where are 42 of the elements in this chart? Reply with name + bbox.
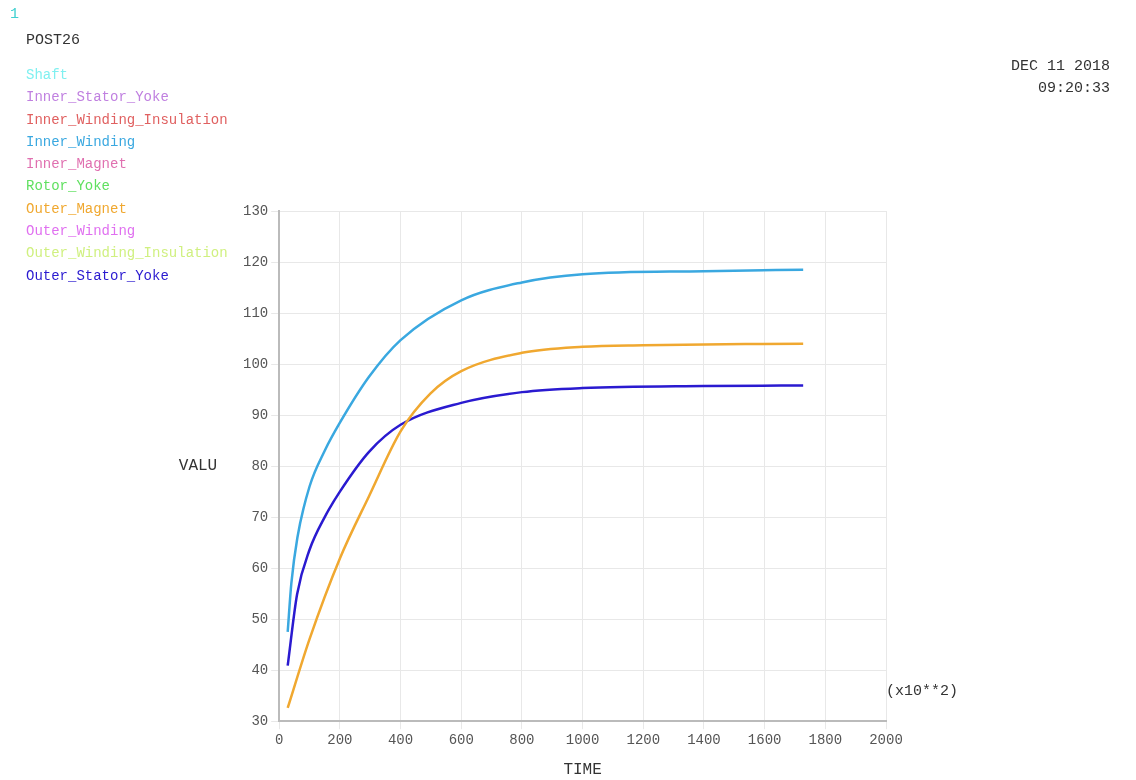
legend-label: Shaft (26, 66, 69, 85)
y-tick-label: 120 (242, 253, 269, 270)
x-tick-label: 600 (448, 732, 474, 749)
legend-label: Inner_Stator_Yoke (26, 88, 170, 108)
x-tick-label: 400 (387, 732, 414, 749)
legend-label: Inner_Magnet (26, 155, 128, 175)
text: 1 (10, 6, 20, 23)
text: Outer_Stator_Yoke (26, 266, 170, 286)
x-tick-label: 1600 (747, 732, 782, 749)
x-tick-label: 1000 (565, 732, 600, 749)
text: Inner_Winding (26, 132, 137, 152)
y-tick-label: 70 (251, 508, 269, 525)
y-tick-label: 30 (251, 712, 269, 729)
legend-label: Rotor_Yoke (26, 177, 111, 197)
annotation: (x10**2) (886, 683, 959, 700)
legend-label: Outer_Winding_Insulation (26, 244, 228, 264)
x-tick-label: 1800 (808, 732, 843, 749)
y-tick-label: 110 (242, 304, 269, 321)
x-tick-label: 1200 (626, 732, 661, 749)
x-tick-label: 2000 (869, 732, 903, 749)
text: 09:20:33 (1037, 80, 1110, 97)
y-axis-title: VALU (178, 457, 218, 476)
y-tick-label: 130 (242, 202, 269, 219)
line-series (286, 342, 805, 710)
x-tick-label: 0 (275, 732, 284, 749)
text: DEC 11 2018 (1010, 58, 1110, 75)
line-series (286, 268, 805, 634)
y-tick-label: 60 (251, 559, 269, 576)
x-tick-label: 200 (327, 732, 353, 749)
y-tick-label: 90 (251, 406, 269, 423)
legend-label: Inner_Winding_Insulation (26, 110, 228, 130)
y-tick-label: 40 (251, 661, 269, 678)
text: POST26 (26, 32, 81, 49)
y-tick-label: 50 (251, 610, 269, 627)
line-series (286, 384, 805, 667)
legend-label: Outer_Winding (26, 222, 137, 242)
x-axis-title: TIME (563, 761, 602, 780)
text: Outer_Magnet (26, 199, 128, 219)
y-tick-label: 80 (251, 457, 269, 474)
x-tick-label: 800 (509, 732, 535, 749)
x-tick-label: 1400 (687, 732, 721, 749)
y-tick-label: 100 (242, 355, 269, 372)
